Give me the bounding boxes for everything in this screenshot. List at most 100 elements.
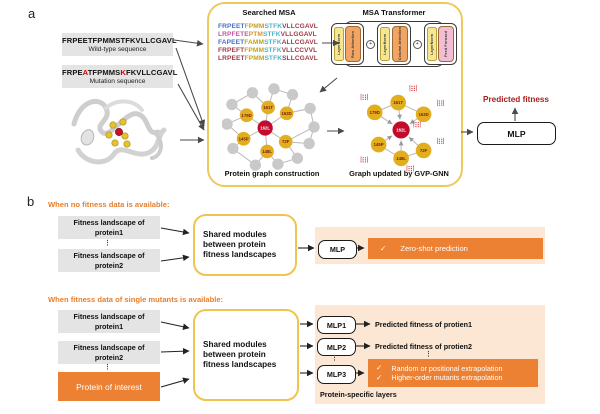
mlp-box-zeroshot: MLP: [318, 240, 357, 259]
msa-transformer-title: MSA Transformer: [362, 8, 426, 17]
residue-node: [239, 108, 254, 123]
background-node: [246, 87, 259, 99]
input-line2: protein2: [94, 352, 124, 362]
background-node: [272, 158, 284, 170]
sequence-segment: STFK: [262, 31, 281, 38]
residue-node: [261, 100, 275, 115]
residue-label: 179D: [241, 113, 251, 118]
op-block: Column Attention: [391, 26, 408, 62]
residue-label: 72F: [420, 148, 428, 153]
input-box-protein1: Fitness landscape of protein1: [58, 310, 160, 333]
residue-node: [260, 144, 274, 159]
check-icon: ✓: [376, 363, 383, 373]
graph-construction-caption: Protein graph construction: [224, 169, 320, 178]
protein-specific-layers-label: Protein-specific layers: [320, 390, 397, 399]
input-line2: protein1: [94, 321, 124, 331]
zero-shot-result-label: Zero-shot prediction: [400, 244, 468, 253]
wild-type-caption: Wild-type sequence: [88, 46, 147, 53]
background-node: [304, 102, 316, 115]
extrapolation-row: ✓ Higher-order mutants extrapolation: [368, 374, 538, 382]
msa-row: LRPEETFPMMSTFKSLLCGAVL: [218, 55, 318, 63]
panel-a-arrows: [173, 39, 519, 144]
protein-structure-image: [71, 98, 167, 165]
sequence-segment: FPMM: [244, 47, 265, 54]
background-node: [249, 159, 262, 171]
input-line1: Fitness landscape of: [73, 251, 145, 261]
residue-node: [390, 94, 406, 111]
extrapolation-box: ✓ Random or positional extrapolation ✓ H…: [368, 359, 538, 387]
residue-label: 148L: [262, 149, 272, 154]
panel-a-label: a: [28, 6, 36, 21]
residue-node: [279, 106, 294, 121]
background-node: [291, 152, 304, 164]
residue-label: 162L: [260, 126, 270, 131]
background-node: [303, 137, 315, 150]
sequence-segment: FKVLLCGAVL: [125, 68, 178, 77]
input-line2: protein2: [94, 260, 124, 270]
residue-label: 163D: [418, 112, 428, 117]
residual-add-icon: +: [366, 39, 376, 49]
wild-type-sequence: FRPEETFPMMSTFKVLLCGAVL: [62, 36, 177, 45]
residue-node: [236, 131, 251, 146]
sequence-segment: SLLCGAVL: [282, 55, 318, 62]
residue-node: [415, 106, 432, 123]
sequence-segment: FPMM: [244, 55, 265, 62]
background-node: [286, 89, 299, 101]
mlp-box: MLP: [477, 122, 556, 145]
wild-type-box: FRPEETFPMMSTFKVLLCGAVL Wild-type sequenc…: [62, 33, 177, 56]
panel-b-label: b: [27, 194, 35, 209]
sequence-segment: A: [82, 68, 88, 77]
sequence-segment: VLLCGAVL: [282, 23, 318, 30]
residue-node: [278, 134, 293, 149]
op-block: Row Attention: [345, 26, 362, 62]
msa-row: FRPEETFPMMSTFKVLLCGAVL: [218, 23, 318, 31]
panel-b-arrows: [160, 227, 371, 388]
shared-modules-box-zeroshot: Shared modules between protein fitness l…: [193, 214, 297, 276]
sequence-segment: TFPMMS: [87, 68, 121, 77]
mlp1-box: MLP1: [317, 316, 356, 334]
input-box-protein1: Fitness landscape of protein1: [58, 216, 160, 239]
ellipsis: ⋮: [425, 351, 432, 358]
residue-node: [393, 150, 409, 167]
vector-feature-icon: [409, 84, 417, 92]
protein-of-interest-box: Protein of interest: [58, 372, 160, 401]
vector-feature-icon: [360, 156, 368, 163]
residue-node: [366, 104, 383, 121]
sequence-segment: LRPEET: [218, 55, 245, 62]
residual-add-icon: +: [412, 39, 422, 49]
sequence-segment: FRPE: [62, 68, 83, 77]
sequence-segment: VLLGGAVL: [280, 31, 317, 38]
vector-feature-icon: [360, 93, 368, 101]
residue-label: 148L: [396, 156, 406, 161]
sequence-segment: STFK: [264, 39, 282, 46]
sequence-segment: LRPFETE: [218, 31, 249, 38]
sequence-segment: K: [120, 68, 126, 77]
residue-label: 145P: [239, 136, 249, 141]
op-block: Feed Forward: [438, 26, 455, 62]
shared-modules-box-single: Shared modules between protein fitness l…: [193, 309, 299, 401]
background-node: [227, 142, 239, 155]
residue-node: [415, 142, 432, 159]
vector-feature-icon: [436, 137, 444, 145]
zero-shot-heading: When no fitness data is available:: [48, 200, 170, 209]
zero-shot-result-bar: ✓ Zero-shot prediction: [368, 238, 543, 259]
sequence-segment: FAPEET: [218, 39, 245, 46]
sequence-segment: PTM: [248, 31, 263, 38]
background-node: [268, 83, 280, 95]
single-mutants-heading: When fitness data of single mutants is a…: [48, 295, 224, 304]
input-box-protein2: Fitness landscape of protein2: [58, 341, 160, 364]
input-line1: Fitness landscape of: [73, 343, 145, 353]
check-icon: ✓: [376, 373, 383, 382]
input-box-protein2: Fitness landscape of protein2: [58, 249, 160, 272]
mutation-node: [392, 121, 410, 139]
residue-label: 161T: [393, 100, 403, 105]
input-line2: protein1: [94, 227, 124, 237]
sequence-segment: FRPEFT: [218, 47, 245, 54]
input-line1: Fitness landscape of: [73, 312, 145, 322]
searched-msa-title: Searched MSA: [242, 8, 296, 17]
ellipsis: ⋮: [104, 364, 111, 371]
mutation-sequence: FRPEATFPMMSKFKVLLCGAVL: [62, 68, 177, 77]
sequence-segment: FAMM: [244, 39, 265, 46]
residue-label: 145P: [374, 142, 384, 147]
msa-rows: FRPEETFPMMSTFKVLLCGAVL LRPFETEPTMSTFKVLLG…: [218, 23, 318, 63]
